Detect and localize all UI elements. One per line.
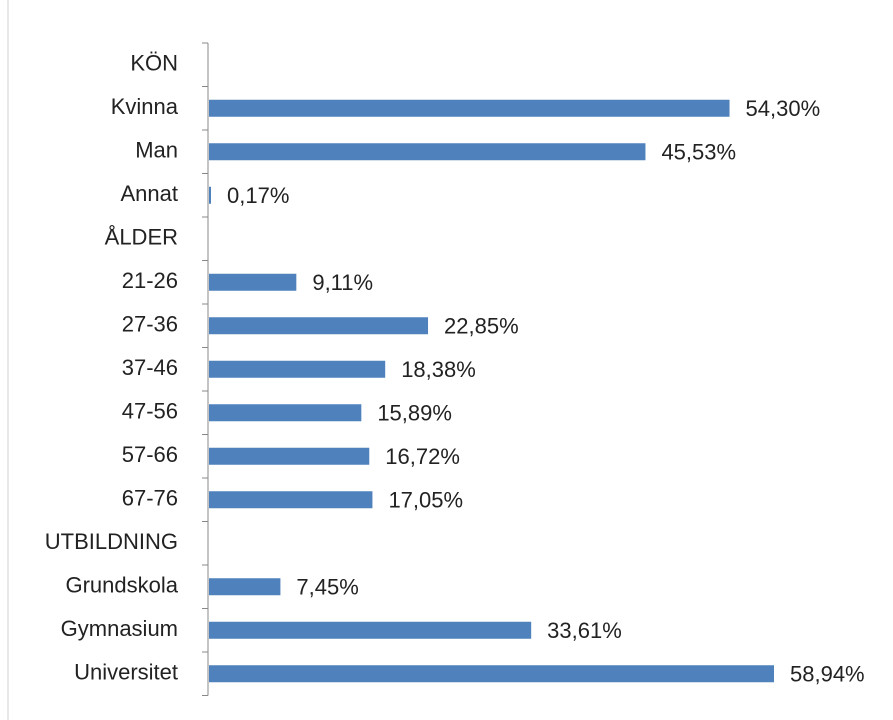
y-tick-label: Annat <box>121 181 179 206</box>
y-tick-label: 27-36 <box>122 312 178 337</box>
bar <box>209 491 373 509</box>
bar <box>209 360 386 378</box>
value-label: 33,61% <box>547 618 622 643</box>
y-tick-label: UTBILDNING <box>45 529 178 554</box>
value-label: 16,72% <box>385 444 460 469</box>
y-tick-label: ÅLDER <box>105 225 178 250</box>
value-label: 0,17% <box>227 183 289 208</box>
y-tick-label: Gymnasium <box>61 616 178 641</box>
value-label: 9,11% <box>312 270 373 295</box>
value-label: 15,89% <box>377 401 452 426</box>
value-label: 18,38% <box>401 357 476 382</box>
y-tick-label: KÖN <box>130 51 178 76</box>
y-tick-label: 47-56 <box>122 399 178 424</box>
y-tick-label: Grundskola <box>65 573 178 598</box>
bar <box>209 273 297 291</box>
y-tick-label: 57-66 <box>122 442 178 467</box>
value-label: 58,94% <box>790 662 865 687</box>
bar <box>209 447 370 465</box>
bar <box>209 186 211 204</box>
bar <box>209 317 429 335</box>
y-tick-label: Kvinna <box>111 94 179 119</box>
bar <box>209 665 774 683</box>
value-label: 17,05% <box>388 488 463 513</box>
bar <box>209 621 532 639</box>
y-tick-label: 21-26 <box>122 268 178 293</box>
bar <box>209 143 646 161</box>
value-label: 45,53% <box>661 140 736 165</box>
value-label: 54,30% <box>746 96 821 121</box>
bar <box>209 404 362 422</box>
y-tick-label: Universitet <box>74 660 178 685</box>
y-tick-label: 37-46 <box>122 355 178 380</box>
y-tick-label: Man <box>135 138 178 163</box>
value-label: 22,85% <box>444 314 519 339</box>
bar <box>209 578 281 596</box>
value-label: 7,45% <box>296 575 358 600</box>
bar <box>209 99 730 117</box>
y-tick-label: 67-76 <box>122 486 178 511</box>
